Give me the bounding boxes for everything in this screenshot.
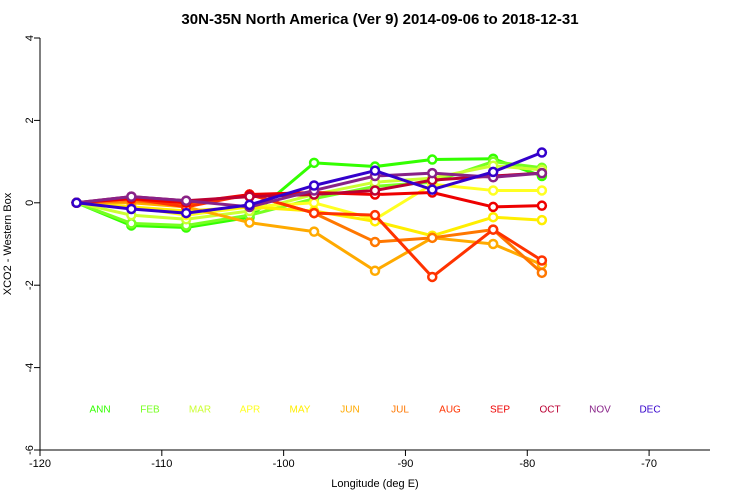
legend-label: AUG <box>439 405 461 416</box>
point <box>427 167 438 179</box>
x-tick-label: -120 <box>29 458 51 470</box>
legend-label: JUL <box>391 405 409 416</box>
x-tick-label: -70 <box>641 458 657 470</box>
point <box>126 203 137 215</box>
legend-label: SEP <box>490 405 510 416</box>
legend-label: MAR <box>189 405 211 416</box>
point <box>487 238 499 250</box>
point <box>536 185 548 196</box>
x-tick-label: -100 <box>273 458 295 470</box>
point <box>487 211 499 223</box>
point <box>536 167 548 179</box>
point <box>427 271 438 283</box>
point <box>369 236 381 248</box>
x-tick-label: -80 <box>519 458 535 470</box>
point <box>244 191 255 202</box>
y-axis-label: XCO2 - Western Box <box>2 192 14 295</box>
point <box>536 214 548 226</box>
x-tick-label: -90 <box>398 458 414 470</box>
point <box>536 267 548 279</box>
y-tick-label: 0 <box>24 200 36 206</box>
point <box>369 209 381 221</box>
point <box>308 207 320 219</box>
legend-label: APR <box>240 405 261 416</box>
y-tick-label: -2 <box>24 280 36 290</box>
point <box>180 207 192 219</box>
point <box>369 185 381 196</box>
point <box>308 226 320 237</box>
series-line <box>76 193 543 274</box>
legend-label: NOV <box>589 405 611 416</box>
y-tick-label: 2 <box>24 117 36 123</box>
point <box>126 218 137 229</box>
point <box>487 185 499 196</box>
chart-title: 30N-35N North America (Ver 9) 2014-09-06… <box>181 11 578 28</box>
point <box>427 154 438 165</box>
legend-label: MAY <box>290 405 311 416</box>
point <box>536 147 548 158</box>
point <box>180 195 192 206</box>
y-tick-label: -4 <box>24 363 36 373</box>
point <box>487 166 499 178</box>
point <box>244 217 255 228</box>
point <box>308 180 320 191</box>
point <box>126 191 137 202</box>
point <box>71 197 82 209</box>
x-tick-label: -110 <box>151 458 172 470</box>
point <box>369 165 381 176</box>
y-tick-label: -6 <box>24 445 36 455</box>
legend-label: FEB <box>140 405 160 416</box>
point <box>487 201 499 213</box>
point <box>308 197 320 209</box>
point <box>536 255 548 266</box>
legend-label: ANN <box>89 405 110 416</box>
x-axis-label: Longitude (deg E) <box>331 478 418 490</box>
point <box>427 184 438 195</box>
y-tick-label: 4 <box>24 35 36 41</box>
legend-label: OCT <box>539 405 560 416</box>
point <box>427 232 438 244</box>
point <box>536 200 548 211</box>
point <box>308 157 320 169</box>
legend-label: JUN <box>340 405 359 416</box>
point <box>369 265 381 277</box>
legend-label: DEC <box>639 405 660 416</box>
point <box>244 199 255 211</box>
point <box>487 224 499 235</box>
